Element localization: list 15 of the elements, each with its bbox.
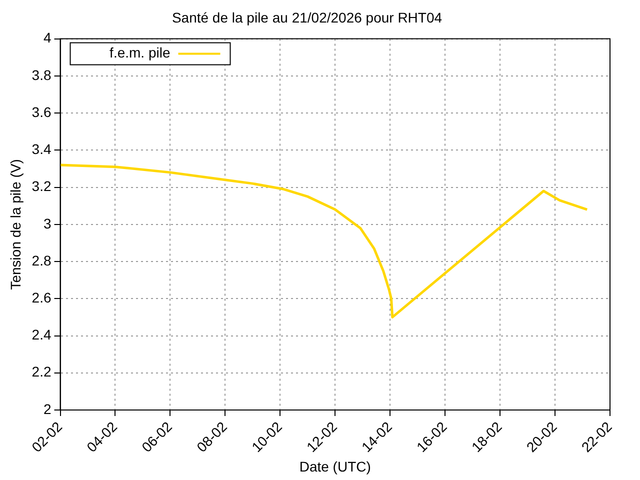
y-tick-label: 2.4 [32,326,52,343]
y-tick-label: 2.2 [32,364,52,380]
y-tick-label: 3.4 [32,141,52,158]
legend-label: f.e.m. pile [110,44,170,61]
y-tick-label: 2 [43,400,52,417]
chart-title: Santé de la pile au 21/02/2026 pour RHT04 [172,9,442,26]
y-tick-label: 3.8 [32,66,52,83]
y-tick-label: 3.6 [32,104,52,120]
y-tick-label: 2.6 [32,290,52,306]
x-axis-title: Date (UTC) [299,458,371,474]
y-tick-label: 3.2 [32,178,52,194]
y-tick-label: 2.8 [32,252,52,268]
y-axis-title: Tension de la pile (V) [7,159,24,290]
y-tick-label: 4 [43,30,52,46]
y-tick-label: 3 [43,215,52,232]
